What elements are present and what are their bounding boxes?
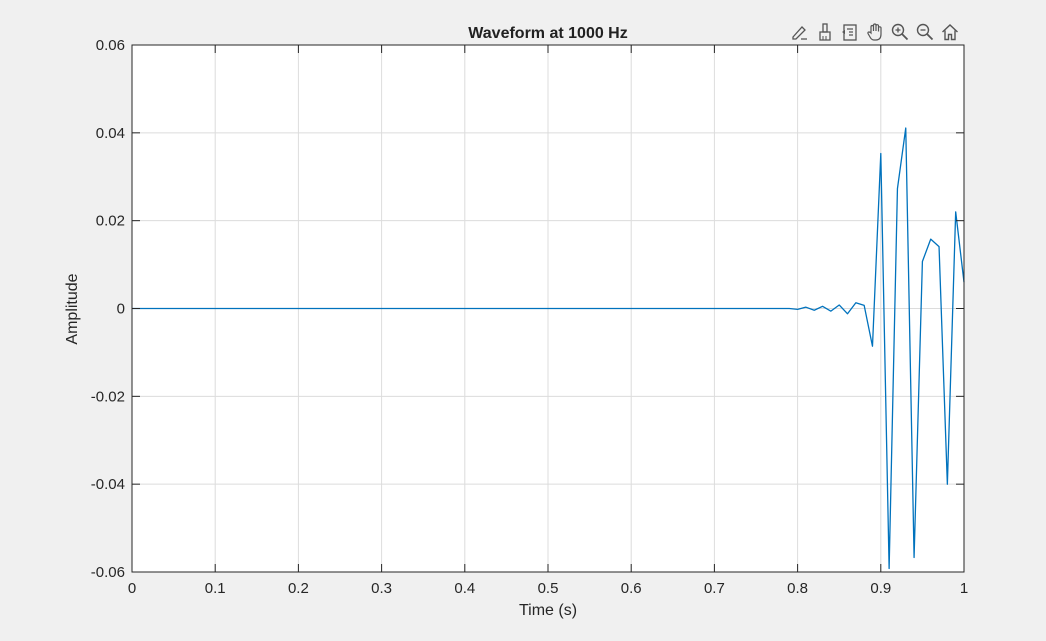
- chart-title: Waveform at 1000 Hz: [468, 25, 627, 42]
- x-axis-label: Time (s): [519, 602, 577, 619]
- zoom-in-button[interactable]: [888, 20, 912, 44]
- x-tick-label: 0: [128, 580, 136, 597]
- y-axis-label: Amplitude: [64, 273, 81, 344]
- restore-view-icon: [842, 24, 857, 41]
- y-tick-label: 0.02: [96, 213, 125, 230]
- brush-icon: [819, 23, 831, 41]
- x-tick-label: 0.4: [454, 580, 475, 597]
- y-tick-label: -0.02: [91, 388, 125, 405]
- y-tick-label: -0.06: [91, 564, 125, 581]
- zoom-in-icon: [891, 23, 909, 41]
- y-tick-label: 0: [117, 301, 125, 318]
- y-tick-label: -0.04: [91, 476, 125, 493]
- restore-view-button[interactable]: [838, 20, 862, 44]
- x-tick-label: 0.7: [704, 580, 725, 597]
- plot-area[interactable]: [132, 127, 965, 570]
- x-tick-label: 0.5: [538, 580, 559, 597]
- pencil-edit-icon: [792, 26, 807, 40]
- x-tick-label: 0.9: [870, 580, 891, 597]
- brush-button[interactable]: [813, 20, 837, 44]
- series-line[interactable]: [132, 127, 965, 570]
- x-tick-label: 0.6: [621, 580, 642, 597]
- x-tick-label: 0.8: [787, 580, 808, 597]
- hand-icon: [867, 23, 882, 41]
- home-button[interactable]: [938, 20, 962, 44]
- x-tick-label: 0.3: [371, 580, 392, 597]
- y-tick-labels: -0.06 -0.04 -0.02 0 0.02 0.04 0.06: [91, 37, 125, 581]
- pan-button[interactable]: [863, 20, 887, 44]
- home-icon: [942, 24, 958, 41]
- zoom-out-button[interactable]: [913, 20, 937, 44]
- data-tips-button[interactable]: [788, 20, 812, 44]
- y-tick-label: 0.04: [96, 125, 125, 142]
- axes-toolbar: [788, 20, 962, 44]
- zoom-out-icon: [916, 23, 934, 41]
- x-tick-labels: 0 0.1 0.2 0.3 0.4 0.5 0.6 0.7 0.8 0.9 1: [128, 580, 968, 597]
- tick-marks: [131, 44, 965, 573]
- x-tick-label: 1: [960, 580, 968, 597]
- x-tick-label: 0.1: [205, 580, 226, 597]
- x-tick-label: 0.2: [288, 580, 309, 597]
- y-tick-label: 0.06: [96, 37, 125, 54]
